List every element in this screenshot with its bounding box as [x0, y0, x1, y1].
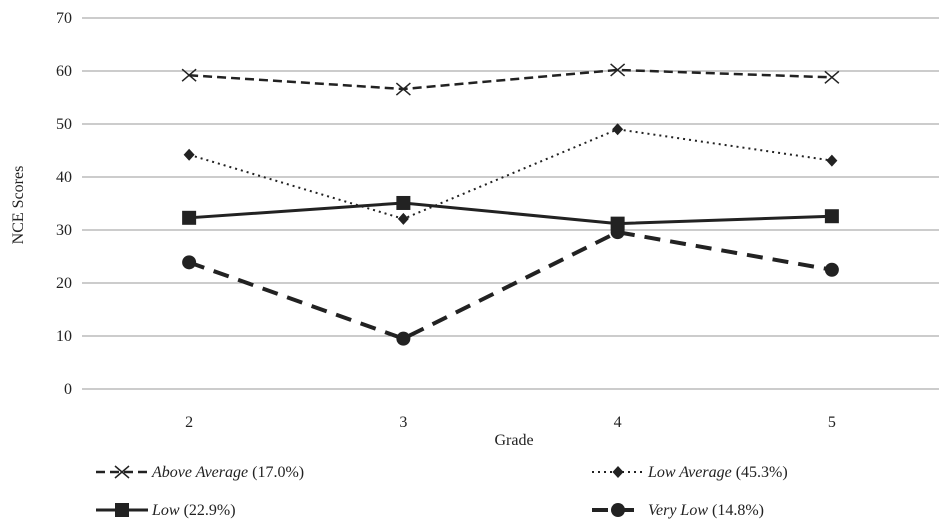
data-point-diamond-marker [612, 123, 624, 136]
series-line [189, 68, 832, 91]
data-point-x-marker [181, 68, 197, 82]
legend-label: Very Low (14.8%) [648, 502, 764, 519]
series-low [182, 195, 839, 231]
y-tick-label: 50 [56, 116, 72, 133]
data-point-diamond-marker [397, 212, 409, 225]
data-point-square-marker [396, 195, 411, 210]
x-tick-label: 4 [614, 414, 622, 431]
legend-series-percent: (22.9%) [180, 502, 236, 519]
legend-label: Low (22.9%) [151, 502, 236, 519]
y-tick-label: 10 [56, 328, 72, 345]
data-point-circle-marker [611, 503, 625, 517]
legend: Above Average (17.0%) Low Average (45.3%)… [96, 464, 788, 519]
series-above-average [181, 63, 840, 96]
legend-item: Low (22.9%) [96, 502, 236, 519]
legend-series-name: Low Average [647, 464, 732, 481]
x-tick-labels: 2 3 4 5 [185, 414, 836, 431]
legend-item: Above Average (17.0%) [96, 464, 304, 481]
data-point-circle-marker [396, 331, 411, 346]
data-point-circle-marker [182, 255, 197, 270]
legend-series-name: Low [151, 502, 180, 519]
data-point-circle-marker [824, 262, 839, 277]
legend-series-percent: (14.8%) [708, 502, 764, 519]
data-point-x-marker [610, 63, 626, 77]
y-tick-label: 0 [64, 381, 72, 398]
series-low-average [183, 123, 838, 225]
series-line [189, 201, 832, 226]
data-point-square-marker [824, 209, 839, 224]
gridlines [82, 17, 939, 390]
x-tick-label: 5 [828, 414, 836, 431]
y-tick-label: 60 [56, 63, 72, 80]
legend-series-percent: (45.3%) [732, 464, 788, 481]
x-tick-label: 2 [185, 414, 193, 431]
y-tick-labels: 0 10 20 30 40 50 60 70 [56, 10, 72, 398]
data-point-diamond-marker [183, 148, 195, 161]
data-point-square-marker [115, 503, 129, 517]
x-axis-title: Grade [494, 432, 533, 449]
series-lines [181, 63, 840, 346]
x-tick-label: 3 [399, 414, 407, 431]
legend-label: Above Average (17.0%) [151, 464, 304, 481]
legend-series-name: Very Low [648, 502, 708, 519]
legend-item: Very Low (14.8%) [592, 502, 764, 519]
data-point-diamond-marker [826, 154, 838, 167]
series-line [188, 128, 833, 220]
series-line [188, 230, 833, 341]
data-point-circle-marker [610, 225, 625, 240]
data-point-x-marker [824, 70, 840, 84]
legend-series-percent: (17.0%) [248, 464, 304, 481]
legend-series-name: Above Average [151, 464, 248, 481]
legend-label: Low Average (45.3%) [647, 464, 788, 481]
y-axis-title: NCE Scores [10, 166, 27, 245]
data-point-x-marker [395, 82, 411, 96]
data-point-x-marker [114, 465, 130, 479]
y-tick-label: 20 [56, 275, 72, 292]
legend-item: Low Average (45.3%) [592, 464, 788, 481]
series-very-low [182, 225, 839, 346]
y-tick-label: 40 [56, 169, 72, 186]
data-point-diamond-marker [612, 466, 624, 478]
y-tick-label: 30 [56, 222, 72, 239]
y-tick-label: 70 [56, 10, 72, 27]
data-point-square-marker [182, 210, 197, 225]
